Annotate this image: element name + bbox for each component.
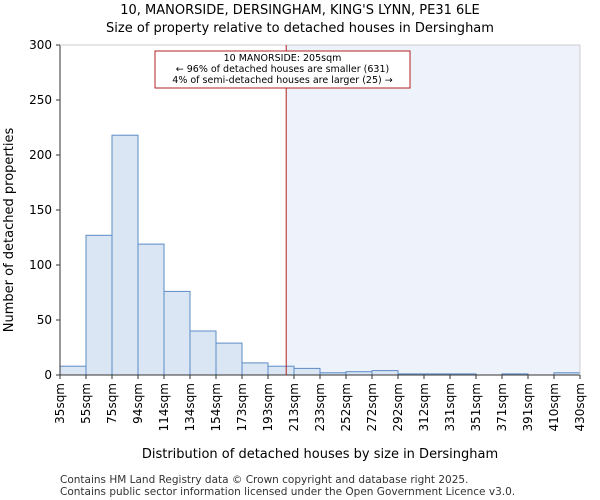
x-tick-label: 272sqm (365, 383, 379, 431)
x-axis-label: Distribution of detached houses by size … (142, 447, 498, 462)
histogram-bar (163, 290, 191, 376)
x-tick-label: 233sqm (313, 383, 327, 431)
x-tick-label: 213sqm (287, 383, 301, 431)
footer-line-1: Contains HM Land Registry data © Crown c… (60, 474, 469, 486)
histogram-bar (111, 134, 139, 376)
histogram-bar (267, 365, 295, 376)
y-tick-label: 250 (29, 93, 52, 107)
histogram-bar (85, 234, 113, 376)
y-axis-label: Number of detached properties (2, 128, 17, 333)
x-tick-label: 351sqm (469, 383, 483, 431)
x-tick-label: 312sqm (417, 383, 431, 431)
x-tick-label: 35sqm (53, 383, 67, 424)
chart-subtitle: Size of property relative to detached ho… (106, 21, 494, 36)
histogram-bar (189, 330, 217, 376)
annotation-line2: ← 96% of detached houses are smaller (63… (176, 64, 389, 75)
histogram-bar (293, 367, 321, 376)
chart-title: 10, MANORSIDE, DERSINGHAM, KING'S LYNN, … (120, 3, 480, 18)
x-tick-label: 252sqm (339, 383, 353, 431)
x-tick-label: 55sqm (79, 383, 93, 424)
x-tick-label: 94sqm (131, 383, 145, 424)
histogram-bar (241, 362, 269, 376)
x-tick-label: 173sqm (235, 383, 249, 431)
y-tick-label: 200 (29, 148, 52, 162)
x-tick-label: 292sqm (391, 383, 405, 431)
y-tick-label: 150 (29, 203, 52, 217)
x-tick-label: 391sqm (521, 383, 535, 431)
y-tick-label: 50 (37, 313, 52, 327)
x-tick-label: 134sqm (183, 383, 197, 431)
x-tick-label: 371sqm (495, 383, 509, 431)
x-tick-label: 75sqm (105, 383, 119, 424)
x-tick-label: 331sqm (443, 383, 457, 431)
x-tick-label: 193sqm (261, 383, 275, 431)
histogram-bar (215, 342, 243, 376)
y-tick-label: 0 (44, 368, 52, 382)
x-tick-label: 430sqm (573, 383, 587, 431)
annotation-line3: 4% of semi-detached houses are larger (2… (172, 75, 392, 86)
annotation-box (154, 50, 411, 89)
footer-line-2: Contains public sector information licen… (60, 486, 516, 498)
larger-region-shade (286, 45, 580, 375)
y-tick-label: 300 (29, 38, 52, 52)
x-tick-label: 114sqm (157, 383, 171, 431)
histogram-bar (137, 243, 165, 376)
histogram-bar (371, 370, 399, 376)
x-tick-label: 410sqm (547, 383, 561, 431)
x-tick-label: 154sqm (209, 383, 223, 431)
y-tick-label: 100 (29, 258, 52, 272)
histogram-bar (59, 365, 87, 376)
annotation-line1: 10 MANORSIDE: 205sqm (224, 53, 342, 64)
